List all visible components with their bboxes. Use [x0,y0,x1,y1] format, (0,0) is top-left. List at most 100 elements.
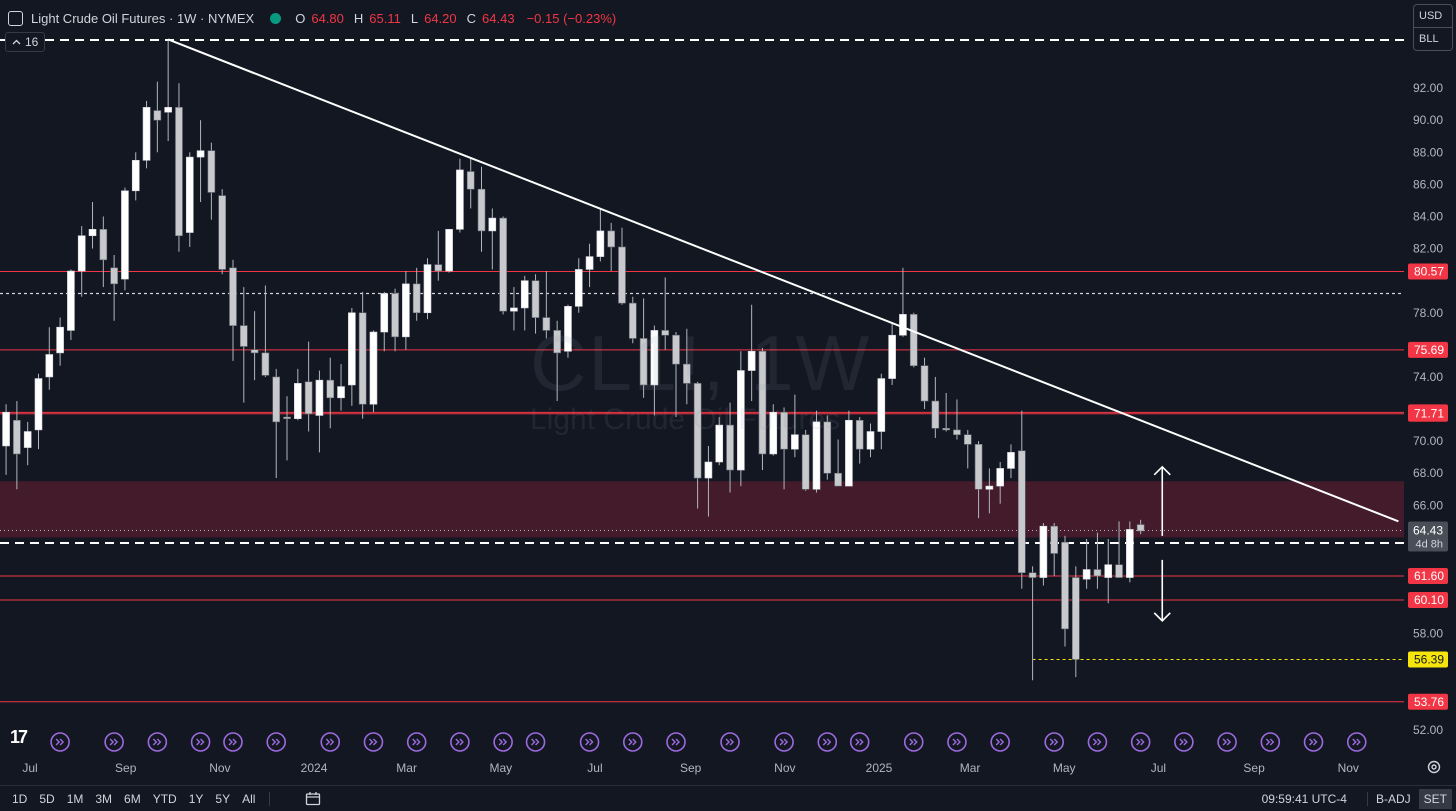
candle-body [261,352,270,376]
currency-unit-selector[interactable]: USD BLL [1413,4,1453,51]
x-axis-tick-label: 2024 [301,761,328,775]
candle-body [294,383,302,419]
event-chevrons-icon [995,738,1005,746]
close-key: C [466,10,477,26]
chart-background [0,0,1456,785]
price-level-label: 53.76 [1414,695,1444,709]
range-button-all[interactable]: All [242,791,256,806]
economic-event-icon [903,732,924,752]
event-chevrons-icon [1179,738,1188,746]
candle-body [358,312,367,405]
candle-body [185,156,194,233]
open-value: 64.80 [311,10,344,26]
candle-body [229,267,237,326]
candle-body [985,485,994,490]
price-chart[interactable]: 52.00 58.00 66.00 68.00 70.00 74.00 78.00 82.00… [0,0,1456,785]
range-button-1m[interactable]: 1M [66,791,84,806]
candle-body [304,381,313,415]
candle-body [207,150,216,193]
event-chevrons-icon [1222,738,1232,746]
event-chevrons-icon [498,738,508,746]
x-axis-tick-label: Mar [396,761,417,775]
candle-body [726,424,734,471]
event-chevrons-icon [1049,738,1059,746]
candle-body [1082,569,1091,580]
event-chevrons-icon [271,738,281,746]
indicators-toggle[interactable]: 16 [5,32,46,52]
settlement-toggle[interactable]: SET [1418,788,1452,809]
unit-label[interactable]: BLL [1419,33,1439,45]
candle-body [639,338,648,386]
economic-event-icon [190,732,211,752]
candle-body [564,306,572,352]
economic-event-icon [990,732,1010,752]
range-button-1d[interactable]: 1D [12,791,28,806]
y-axis-tick-label: 74.00 [1413,370,1443,384]
economic-event-icon [1174,732,1194,752]
price-level-tag [1408,693,1448,710]
tradingview-logo[interactable]: 17 [10,727,28,747]
candle-body [693,383,702,479]
price-level-label: 60.10 [1414,593,1444,607]
calendar-icon[interactable] [304,791,322,807]
event-chevrons-icon [585,738,594,746]
candle-body [1028,572,1037,578]
candle-body [175,107,183,237]
range-button-ytd[interactable]: YTD [152,791,177,806]
range-button-5y[interactable]: 5Y [215,791,231,806]
economic-event-icon [579,732,600,752]
candle-body [110,267,118,285]
collapse-legend-icon[interactable] [8,10,23,26]
event-chevrons-icon [531,738,540,746]
candle-body [477,188,486,232]
candle-body [67,270,75,331]
x-axis-tick-label: 2025 [866,761,893,775]
price-level-label: 80.57 [1414,265,1444,279]
change-value: −0.15 (−0.23%) [526,10,617,26]
candle-body [996,468,1004,487]
range-button-3m[interactable]: 3M [95,791,113,806]
candle-body [34,378,43,431]
economic-event-icon [622,732,643,752]
currency-label[interactable]: USD [1414,5,1452,28]
economic-event-icon [849,732,870,752]
gear-icon[interactable] [1426,759,1442,775]
event-chevrons-icon [779,738,789,746]
range-button-1y[interactable]: 1Y [188,791,204,806]
candle-body [88,229,97,237]
y-axis-tick-label: 68.00 [1413,466,1443,480]
economic-event-icon [1260,732,1281,752]
watermark-description: Light Crude Oil Futures [530,403,841,436]
economic-event-icon [223,732,243,752]
candle-body [769,411,778,455]
candle-body [812,421,821,490]
candle-body [1050,525,1059,554]
economic-event-icon [104,732,124,752]
candle-body [99,229,108,261]
back-adjust-toggle[interactable]: B-ADJ [1375,791,1411,806]
event-chevrons-icon [455,738,464,746]
candle-body [315,379,324,416]
range-button-5d[interactable]: 5D [39,791,55,806]
candle-body [326,379,335,399]
range-button-6m[interactable]: 6M [124,791,141,806]
candle-body [888,334,896,379]
clock-timezone[interactable]: 09:59:41 UTC-4 [1261,791,1347,806]
candle-body [2,411,10,447]
symbol-title[interactable]: Light Crude Oil Futures · 1W · NYMEX [31,10,255,26]
event-chevrons-icon [909,738,918,746]
event-chevrons-icon [55,738,65,746]
economic-event-icon [720,732,740,752]
candle-body [801,434,810,490]
y-axis-tick-label: 90.00 [1413,113,1443,127]
candle-body [931,400,940,429]
x-axis-tick-label: Jul [1151,761,1166,775]
chevron-up-icon [12,39,21,45]
candle-body [1061,541,1069,630]
economic-event-icon [266,732,287,752]
candle-body [142,107,151,161]
close-value: 64.43 [482,10,515,26]
candle-body [974,444,983,490]
economic-event-icon [147,732,168,752]
candle-body [780,411,788,450]
